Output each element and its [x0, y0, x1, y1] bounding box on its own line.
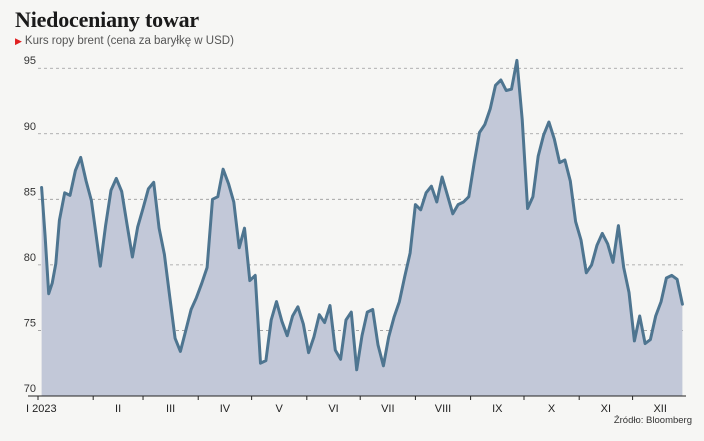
y-tick-label: 90: [24, 121, 36, 133]
x-tick-label: I 2023: [26, 403, 57, 415]
chart-title: Niedoceniany towar: [15, 7, 199, 32]
x-tick-label: VII: [381, 403, 394, 415]
x-tick-label: VIII: [435, 403, 452, 415]
x-tick-label: V: [276, 403, 284, 415]
price-area: [41, 60, 683, 397]
triangle-marker-icon: ▶: [15, 36, 22, 46]
chart-subtitle: ▶ Kurs ropy brent (cena za baryłkę w USD): [15, 35, 234, 47]
y-tick-label: 85: [24, 186, 36, 198]
price-line: [40, 58, 684, 372]
x-tick-label: XI: [601, 403, 611, 415]
x-tick-label: III: [166, 403, 175, 415]
x-tick-label: II: [115, 403, 121, 415]
subtitle-text: Kurs ropy brent (cena za baryłkę w USD): [24, 35, 234, 47]
x-tick-label: XII: [653, 403, 666, 415]
y-tick-label: 70: [24, 383, 36, 395]
x-tick-label: X: [548, 403, 556, 415]
y-tick-label: 80: [24, 252, 36, 264]
x-tick-label: IV: [220, 403, 231, 415]
source-note: Źródło: Bloomberg: [613, 415, 692, 426]
y-tick-label: 95: [24, 55, 36, 67]
y-tick-label: 75: [24, 317, 36, 329]
x-tick-label: VI: [328, 403, 338, 415]
x-tick-label: IX: [492, 403, 503, 415]
